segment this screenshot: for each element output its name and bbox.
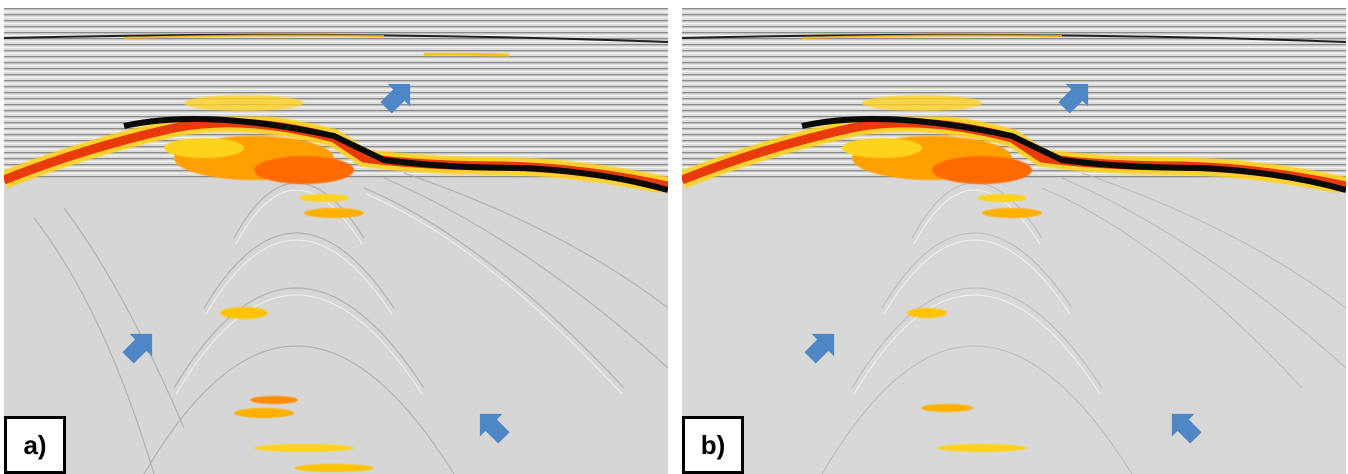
seismic-panel-a: a) (4, 8, 668, 474)
arrow-icon (479, 413, 510, 444)
seismic-image-b (682, 8, 1346, 474)
panel-label-b-box: b) (682, 416, 744, 474)
panel-label-a-box: a) (4, 416, 66, 474)
arrow-icon (380, 83, 411, 114)
seismic-image-a (4, 8, 668, 474)
panel-label-a: a) (23, 429, 47, 460)
arrow-icon (1171, 413, 1202, 444)
seismic-panel-b: b) (682, 8, 1346, 474)
panel-label-b: b) (700, 429, 726, 460)
arrow-icon (1058, 83, 1089, 114)
arrow-icon (122, 333, 153, 364)
arrow-icon (804, 333, 835, 364)
